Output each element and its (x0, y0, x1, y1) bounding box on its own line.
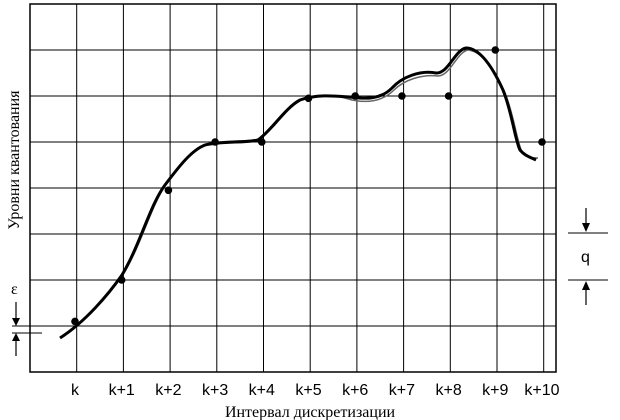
q-arrow-down (582, 208, 590, 232)
sample-point (258, 138, 266, 146)
x-tick-label: k+3 (202, 382, 228, 399)
grid (30, 4, 556, 372)
sample-point (164, 186, 173, 195)
sample-point (538, 138, 546, 146)
x-tick-labels: k k+1 k+2 k+3 k+4 k+5 k+6 k+7 k+8 k+9 k+10 (71, 382, 560, 399)
y-axis-label: Уровни квантования (6, 90, 23, 230)
epsilon-arrow-down (12, 302, 20, 326)
q-arrow-up (582, 281, 590, 305)
sample-point (71, 317, 79, 326)
sample-point (117, 276, 126, 284)
x-tick-label: k+4 (249, 382, 275, 399)
x-tick-label: k+6 (342, 382, 368, 399)
x-tick-label: k+7 (389, 382, 415, 399)
x-tick-label: k+5 (295, 382, 321, 399)
signal-curve (59, 46, 537, 340)
sample-point (398, 92, 406, 100)
signal-curve-gray (61, 49, 539, 337)
sample-point (351, 92, 360, 100)
plot-border (29, 3, 557, 373)
x-tick-label: k+10 (524, 382, 559, 399)
x-tick-label: k+1 (109, 382, 135, 399)
sample-point (211, 138, 219, 146)
sample-point (444, 92, 453, 100)
x-tick-label: k+8 (435, 382, 461, 399)
q-label: q (581, 249, 590, 266)
x-tick-label: k+9 (482, 382, 508, 399)
x-axis-label: Интервал дискретизации (225, 404, 396, 420)
epsilon-label: ε (11, 281, 18, 298)
q-lines (568, 232, 608, 281)
x-tick-label: k (71, 382, 80, 399)
epsilon-lines (12, 325, 42, 334)
sample-point (304, 94, 313, 103)
sample-point (491, 46, 500, 54)
sample-points (71, 46, 546, 326)
x-tick-label: k+2 (155, 382, 181, 399)
epsilon-arrow-up (12, 333, 20, 356)
